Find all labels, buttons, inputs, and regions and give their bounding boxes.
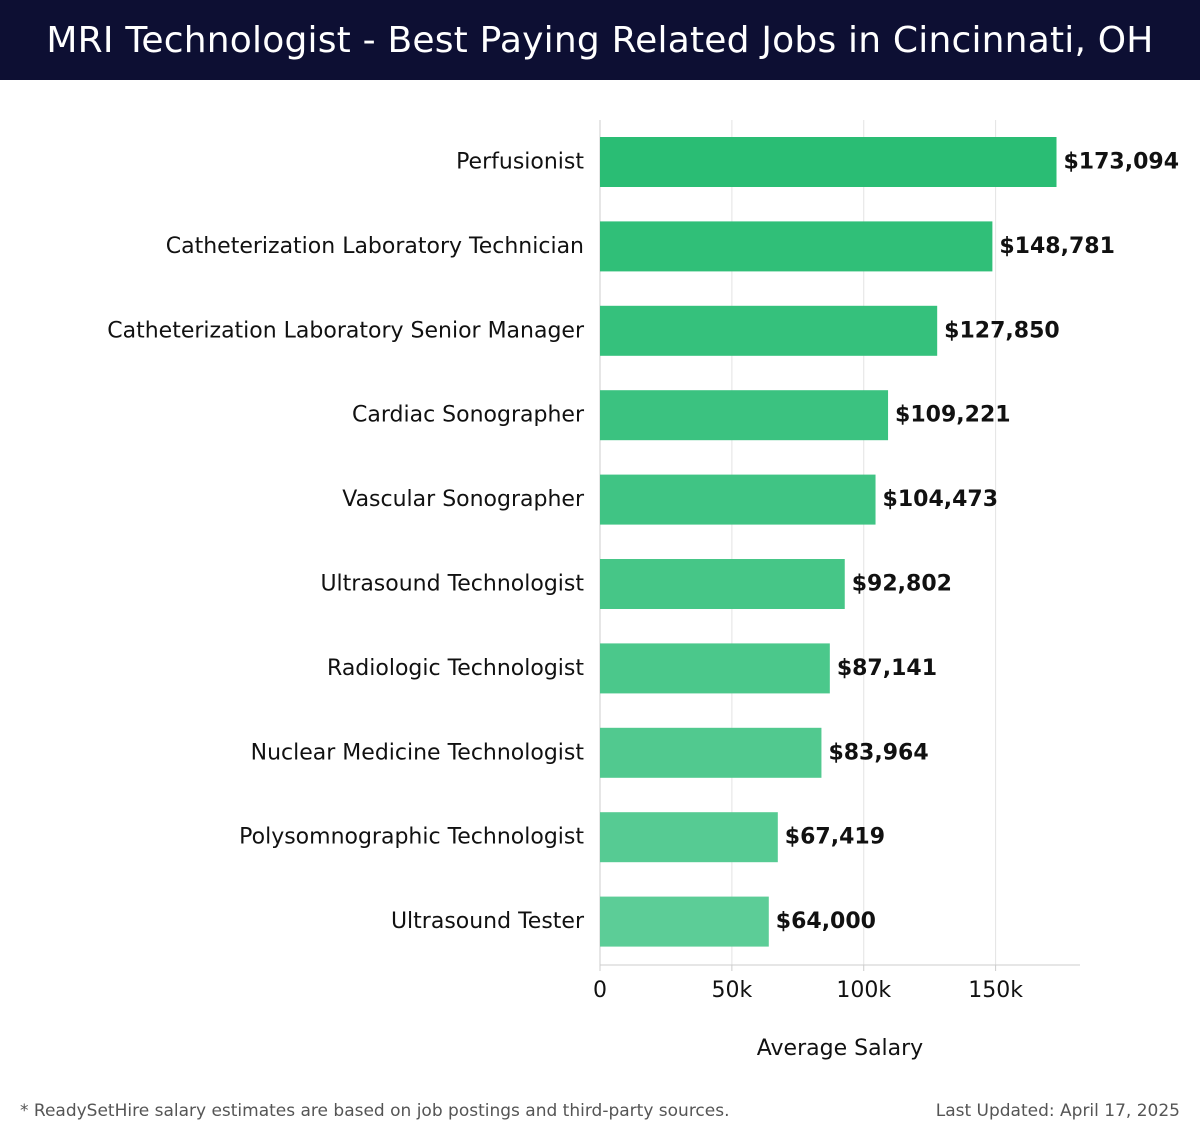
x-tick-label: 150k xyxy=(968,978,1023,1003)
chart-header: MRI Technologist - Best Paying Related J… xyxy=(0,0,1200,80)
bar xyxy=(600,559,845,609)
bar xyxy=(600,221,993,272)
value-label: $64,000 xyxy=(776,909,876,934)
bar xyxy=(600,390,889,441)
x-tick-label: 50k xyxy=(712,978,753,1003)
category-label: Ultrasound Technologist xyxy=(320,572,584,597)
bar xyxy=(600,896,769,947)
bar xyxy=(600,137,1057,187)
x-axis-title: Average Salary xyxy=(757,1036,923,1061)
value-label: $83,964 xyxy=(828,740,928,765)
category-label: Catheterization Laboratory Senior Manage… xyxy=(107,318,585,343)
category-label: Radiologic Technologist xyxy=(327,656,584,681)
salary-bar-chart: Perfusionist $173,094 Catheterization Labo… xyxy=(107,120,1180,1061)
value-label: $104,473 xyxy=(883,487,999,512)
x-tick-label: 0 xyxy=(593,978,607,1003)
value-label: $127,850 xyxy=(944,318,1060,343)
bar xyxy=(600,305,938,356)
bar xyxy=(600,474,876,525)
category-label: Polysomnographic Technologist xyxy=(239,825,584,850)
value-label: $148,781 xyxy=(999,234,1115,259)
category-label: Catheterization Laboratory Technician xyxy=(166,234,584,259)
category-label: Nuclear Medicine Technologist xyxy=(251,740,585,765)
value-label: $67,419 xyxy=(785,825,885,850)
value-label: $109,221 xyxy=(895,403,1011,428)
category-label: Vascular Sonographer xyxy=(342,487,585,512)
value-label: $87,141 xyxy=(837,656,937,681)
chart-title: MRI Technologist - Best Paying Related J… xyxy=(46,19,1154,61)
x-tick-label: 100k xyxy=(836,978,891,1003)
last-updated: Last Updated: April 17, 2025 xyxy=(935,1101,1180,1121)
category-label: Perfusionist xyxy=(456,150,584,175)
value-label: $92,802 xyxy=(852,572,952,597)
category-label: Ultrasound Tester xyxy=(391,909,585,934)
bar xyxy=(600,727,822,778)
value-label: $173,094 xyxy=(1064,150,1180,175)
category-label: Cardiac Sonographer xyxy=(352,403,585,428)
bar xyxy=(600,812,778,863)
footer-note: * ReadySetHire salary estimates are base… xyxy=(20,1101,730,1121)
bar xyxy=(600,643,830,694)
